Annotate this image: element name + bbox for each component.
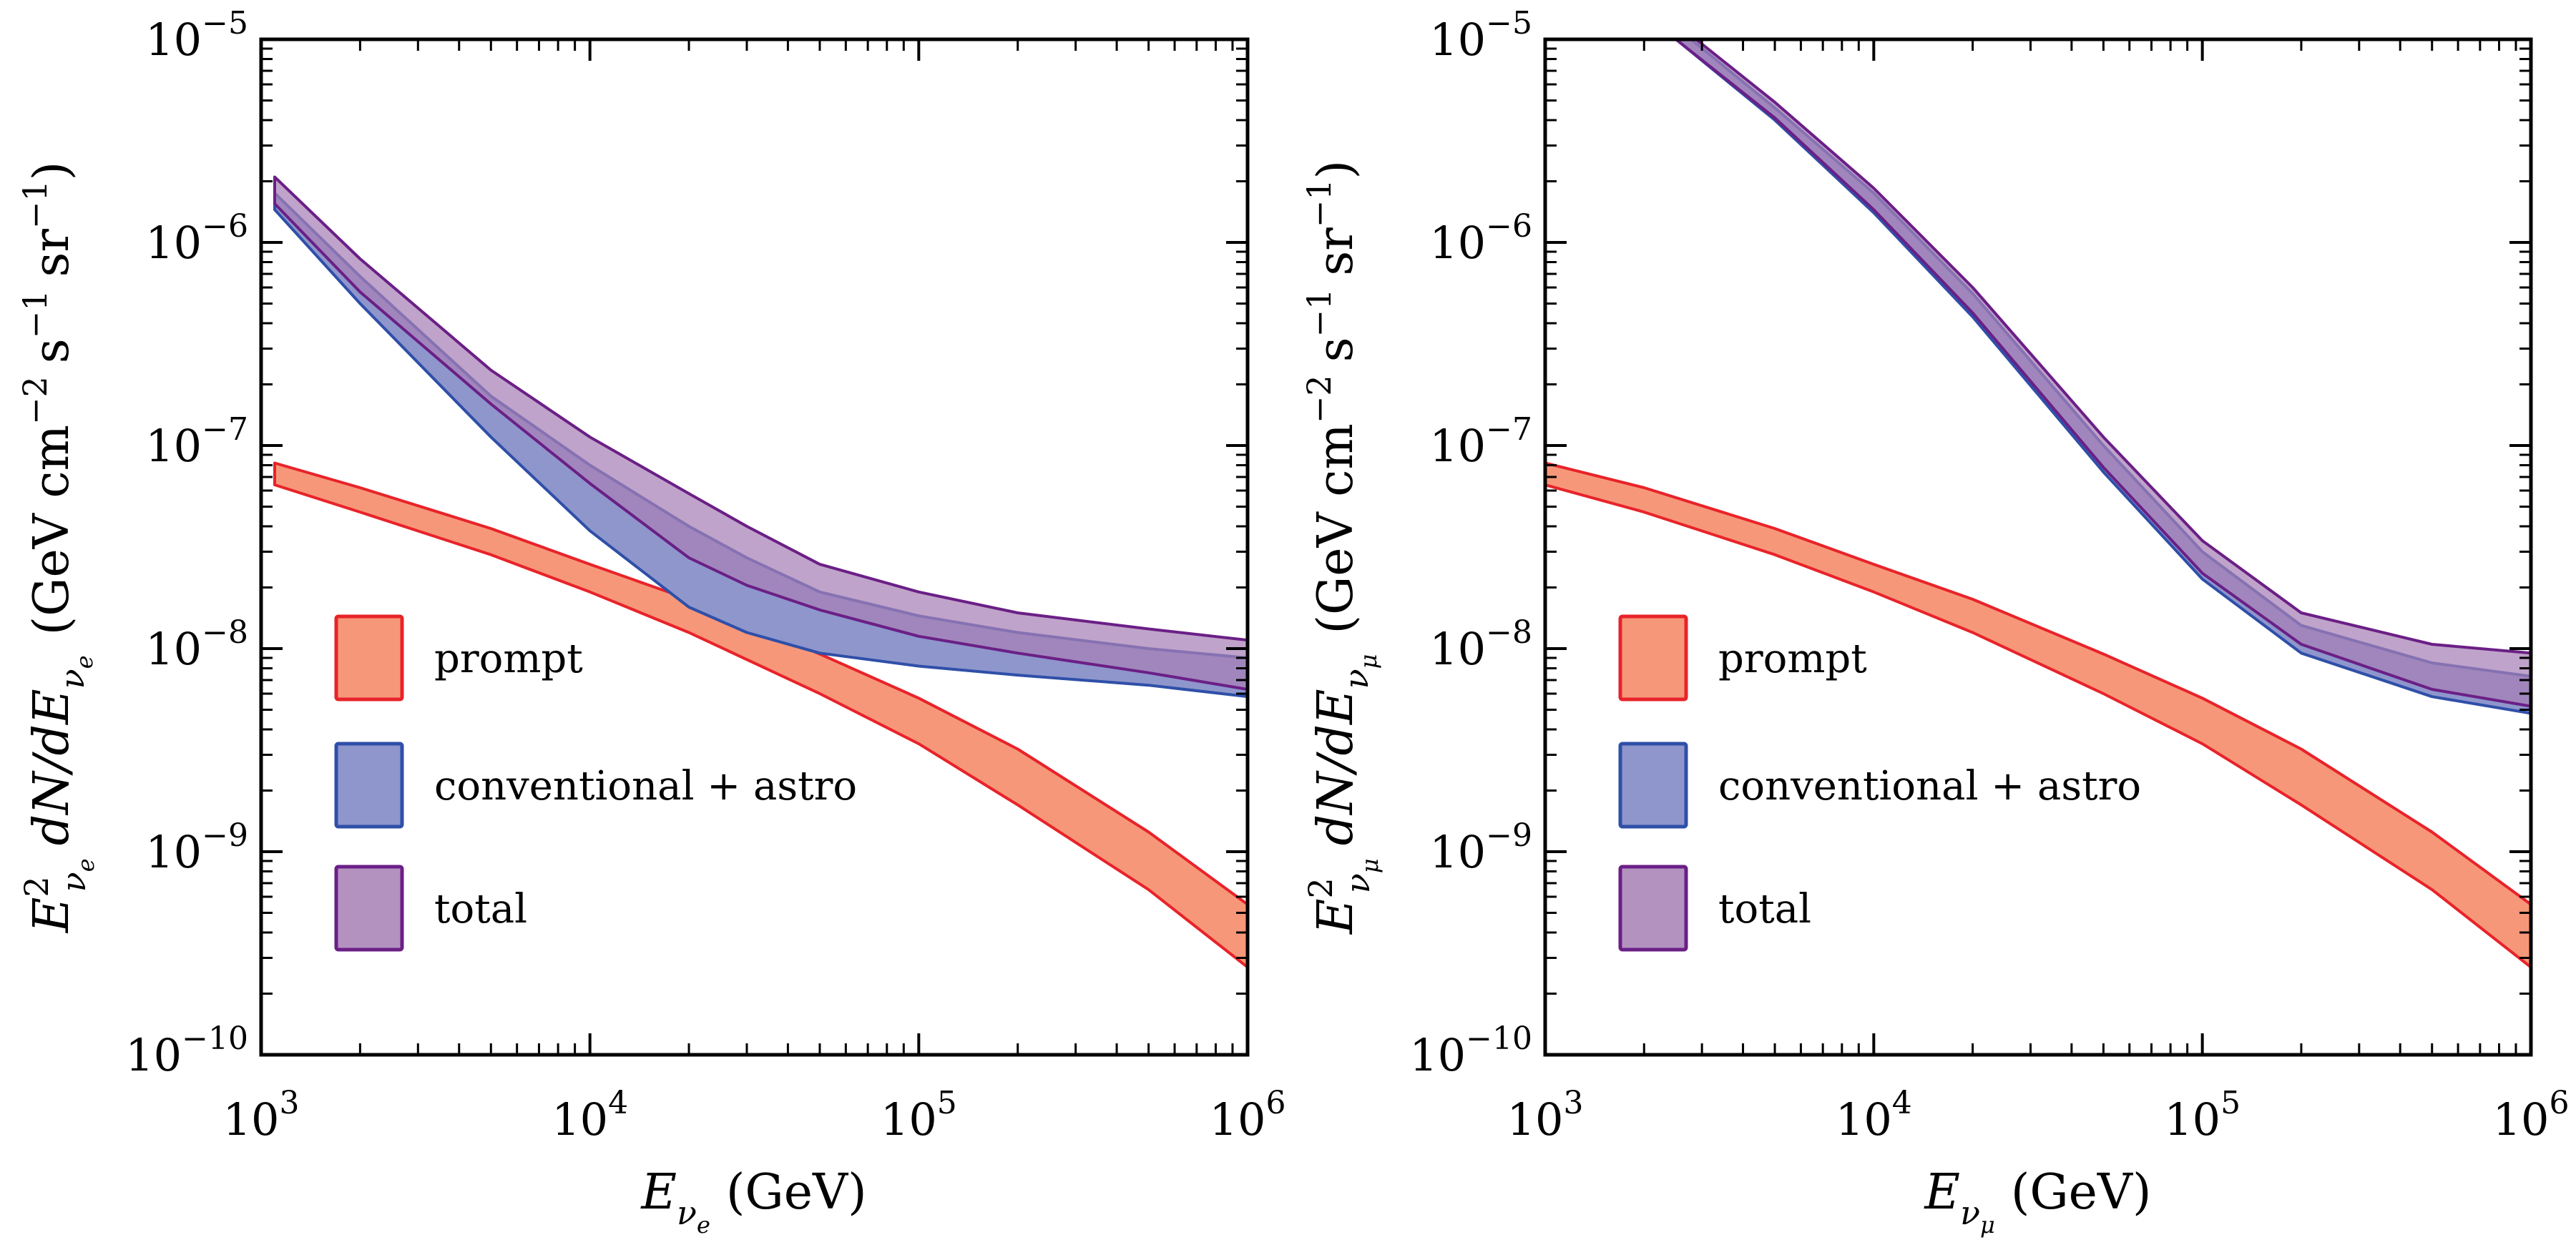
y-tick-label: 10−8 <box>1429 614 1532 675</box>
legend-label: prompt <box>434 636 583 682</box>
y-axis-label: E2νedN/dEνe(GeV cm−2s−1sr−1) <box>16 162 99 935</box>
legend-swatch-conventional-astro <box>334 742 404 829</box>
legend-swatch-conventional-astro <box>1618 742 1688 829</box>
legend-swatch-prompt <box>1618 614 1688 702</box>
y-tick-label: 10−9 <box>145 817 248 878</box>
y-tick-label: 10−6 <box>1429 208 1532 269</box>
x-tick-label: 105 <box>2164 1085 2240 1146</box>
y-axis-label: E2νμdN/dEνμ(GeV cm−2s−1sr−1) <box>1300 160 1384 935</box>
legend-swatch-prompt <box>334 614 404 702</box>
legend-label: total <box>434 886 527 932</box>
y-tick-label: 10−9 <box>1429 817 1532 878</box>
band-total <box>1674 39 2531 708</box>
plot-frame <box>1543 37 2533 1057</box>
x-tick-label: 106 <box>1210 1085 1286 1146</box>
legend-label: total <box>1718 886 1811 932</box>
band-total <box>273 175 1248 691</box>
muon-neutrino-panel: 103 104 105 106 10−10 10−9 10−8 10−7 10−6 10−5 p… <box>1300 5 2569 1239</box>
y-tick-label: 10−5 <box>1429 5 1532 66</box>
x-tick-label: 104 <box>552 1085 628 1146</box>
x-axis-label: Eνμ(GeV) <box>1923 1164 2151 1239</box>
legend-swatch-total <box>1618 865 1688 952</box>
y-tick-label: 10−10 <box>125 1020 248 1081</box>
electron-neutrino-panel: 103 104 105 106 10−10 10−9 10−8 10−7 10−6 10−5 p… <box>16 5 1285 1239</box>
legend-label: conventional + astro <box>434 763 857 809</box>
y-tick-label: 10−5 <box>145 5 248 66</box>
band-conventional-astro <box>273 192 1248 699</box>
band-prompt <box>273 461 1248 969</box>
legend-label: conventional + astro <box>1718 763 2141 809</box>
x-tick-label: 103 <box>1507 1085 1584 1146</box>
x-tick-label: 105 <box>881 1085 957 1146</box>
legend-label: prompt <box>1718 636 1867 682</box>
band-prompt <box>1545 461 2531 969</box>
y-tick-label: 10−8 <box>145 614 248 675</box>
plot-frame <box>259 37 1250 1057</box>
x-tick-label: 103 <box>223 1085 300 1146</box>
x-axis-label: Eνe(GeV) <box>640 1164 866 1239</box>
y-tick-label: 10−7 <box>145 411 248 472</box>
y-tick-label: 10−10 <box>1409 1020 1532 1081</box>
legend-swatch-total <box>334 865 404 952</box>
x-tick-label: 104 <box>1836 1085 1912 1146</box>
x-tick-label: 106 <box>2493 1085 2570 1146</box>
y-tick-label: 10−7 <box>1429 411 1532 472</box>
y-tick-label: 10−6 <box>145 208 248 269</box>
